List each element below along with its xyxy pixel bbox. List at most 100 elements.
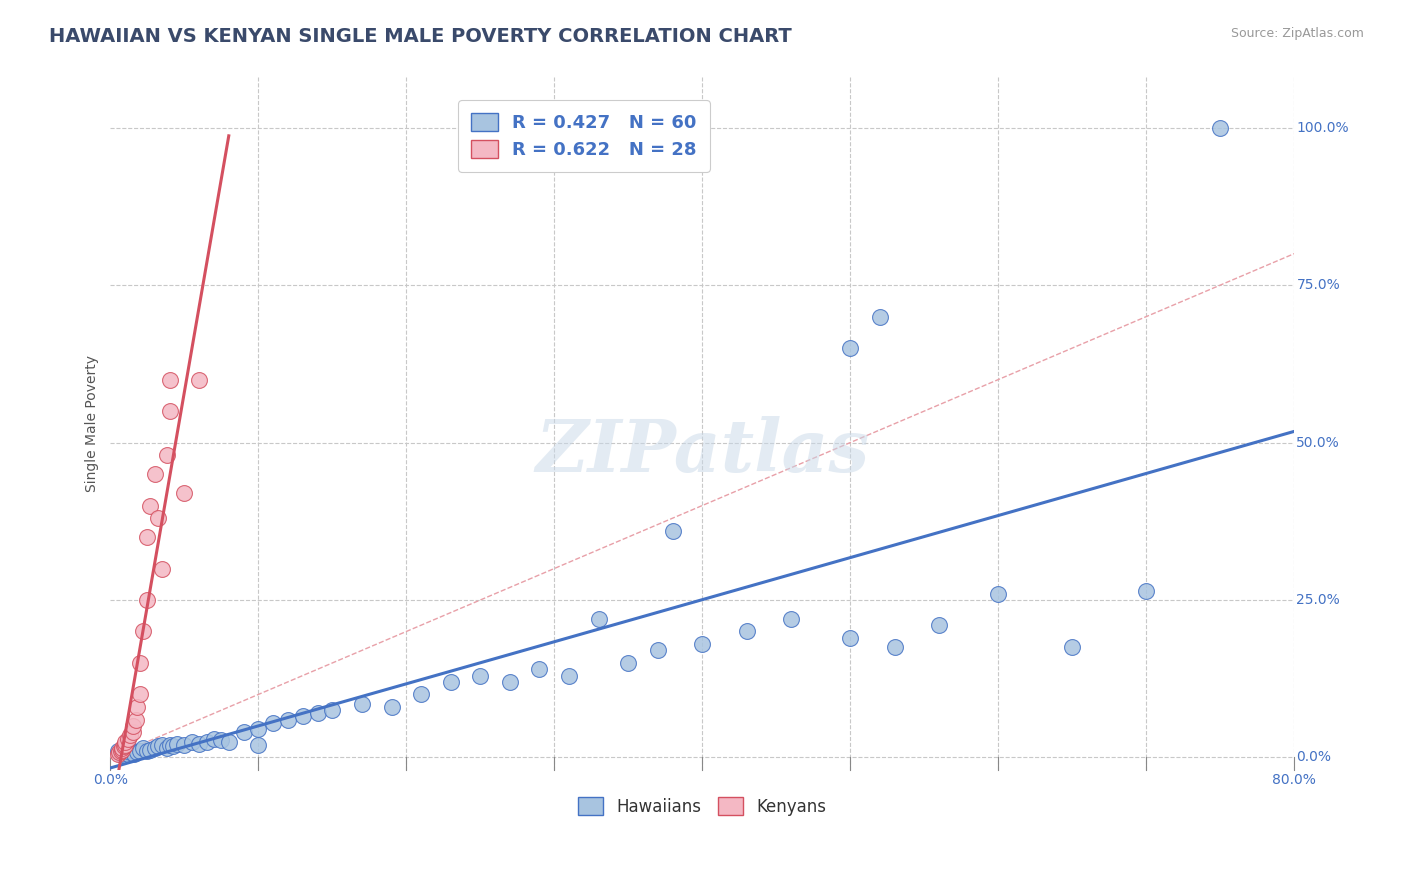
Point [124,713,146,727]
Text: HAWAIIAN VS KENYAN SINGLE MALE POVERTY CORRELATION CHART: HAWAIIAN VS KENYAN SINGLE MALE POVERTY C… [49,27,792,45]
Point [111,743,134,757]
Point [121,719,143,733]
Point [661,524,683,538]
Point [107,744,129,758]
Point [122,747,145,762]
Point [129,688,152,702]
Text: 75.0%: 75.0% [1296,278,1340,293]
Point [139,743,162,757]
Point [380,700,402,714]
Text: Source: ZipAtlas.com: Source: ZipAtlas.com [1230,27,1364,40]
Point [173,486,195,500]
Point [111,745,134,759]
Point [159,404,181,418]
Point [112,739,135,753]
Point [1135,583,1157,598]
Point [291,709,314,723]
Point [883,640,905,655]
Point [139,499,162,513]
Point [118,728,141,742]
Point [112,744,135,758]
Point [780,612,803,626]
Point [108,745,131,759]
Y-axis label: Single Male Poverty: Single Male Poverty [86,355,100,492]
Point [114,734,136,748]
Point [617,656,640,670]
Point [232,725,254,739]
Point [188,737,211,751]
Point [146,511,169,525]
Point [928,618,950,632]
Point [558,668,581,682]
Point [277,713,299,727]
Text: ZIPatlas: ZIPatlas [536,416,869,487]
Point [1062,640,1084,655]
Point [136,530,159,544]
Point [470,668,492,682]
Point [156,448,179,462]
Point [195,734,218,748]
Point [209,732,232,747]
Point [132,741,155,756]
Point [247,722,270,736]
Text: 0.0%: 0.0% [93,773,128,787]
Point [166,737,188,751]
Point [987,587,1010,601]
Point [129,744,152,758]
Point [262,715,284,730]
Point [114,744,136,758]
Point [150,561,173,575]
Text: 50.0%: 50.0% [1296,435,1340,450]
Point [159,373,181,387]
Point [121,725,143,739]
Point [188,373,211,387]
Point [307,706,329,721]
Text: 100.0%: 100.0% [1296,120,1348,135]
Point [125,745,148,759]
Point [111,741,134,756]
Point [529,662,551,676]
Point [735,624,758,639]
Point [411,688,433,702]
Point [499,674,522,689]
Point [110,744,132,758]
Point [690,637,713,651]
Point [173,738,195,752]
Point [1209,120,1232,135]
Point [150,738,173,752]
Point [588,612,610,626]
Point [136,744,159,758]
Point [159,738,181,752]
Point [440,674,463,689]
Point [839,631,862,645]
Point [110,747,132,762]
Point [156,741,179,756]
Point [136,593,159,607]
Legend: Hawaiians, Kenyans: Hawaiians, Kenyans [569,789,835,824]
Point [143,467,166,481]
Point [218,734,240,748]
Point [129,656,152,670]
Point [647,643,669,657]
Point [114,738,136,752]
Point [125,700,148,714]
Point [107,747,129,762]
Text: 0.0%: 0.0% [1296,750,1331,764]
Point [839,341,862,355]
Point [869,310,891,324]
Point [117,731,139,746]
Point [118,745,141,759]
Text: 25.0%: 25.0% [1296,593,1340,607]
Point [121,744,143,758]
Point [132,624,155,639]
Point [143,741,166,756]
Point [162,739,184,753]
Text: 80.0%: 80.0% [1272,773,1316,787]
Point [202,731,225,746]
Point [146,739,169,753]
Point [117,747,139,762]
Point [321,703,343,717]
Point [350,697,373,711]
Point [180,734,202,748]
Point [247,738,270,752]
